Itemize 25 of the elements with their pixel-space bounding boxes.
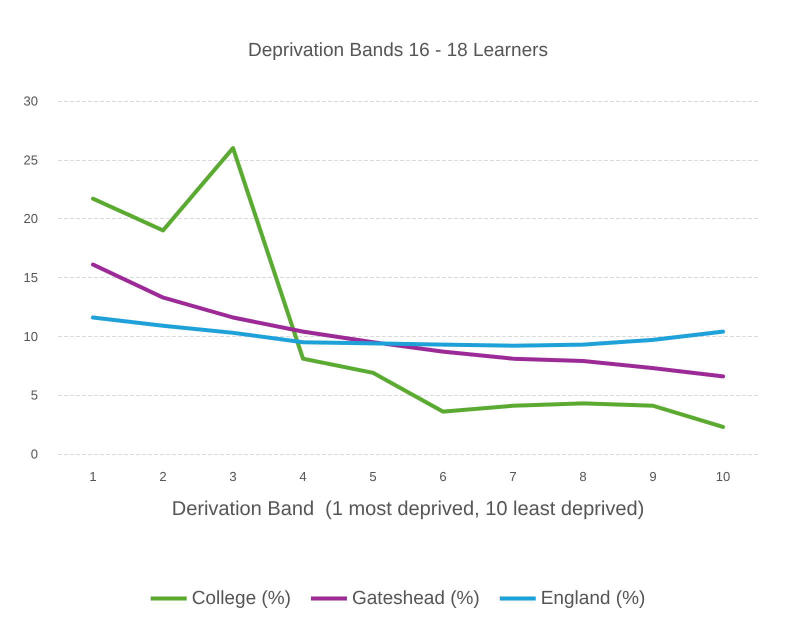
x-tick-label: 10: [716, 469, 730, 484]
y-tick-label: 15: [24, 270, 38, 285]
line-series: [91, 146, 725, 429]
legend-label: College (%): [192, 588, 291, 609]
line-series: [91, 316, 725, 348]
x-tick-label: 2: [159, 469, 167, 484]
x-tick-label: 3: [229, 469, 237, 484]
y-tick-label: 10: [24, 328, 38, 344]
x-tick-label: 7: [509, 469, 517, 484]
line-series: [91, 262, 725, 378]
y-tick-label: 20: [24, 211, 38, 226]
x-tick-label: 6: [439, 469, 447, 484]
y-tick-label: 30: [24, 94, 38, 108]
x-tick-label: 9: [649, 469, 657, 484]
x-tick-label: 1: [89, 469, 97, 484]
legend-label: Gateshead (%): [352, 588, 480, 609]
x-tick-label: 5: [369, 469, 377, 484]
y-tick-label: 25: [24, 152, 38, 168]
x-tick-label: 4: [299, 469, 307, 484]
y-tick-label: 0: [30, 446, 38, 462]
x-tick-label: 8: [579, 469, 587, 484]
x-axis-title: Derivation Band (1 most deprived, 10 least deprived): [172, 498, 644, 520]
chart-title: Deprivation Bands 16 - 18 Learners: [248, 40, 548, 61]
y-tick-label: 5: [30, 388, 38, 403]
legend-label: England (%): [540, 588, 646, 609]
